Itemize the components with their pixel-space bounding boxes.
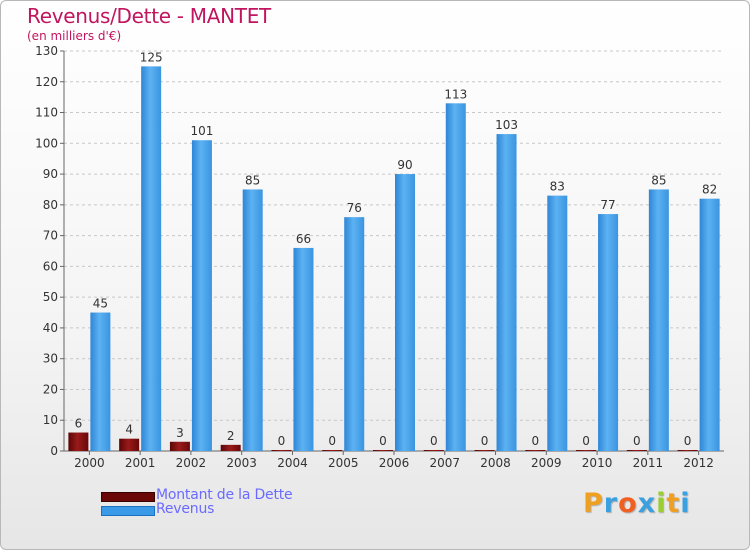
data-label-revenus-2001: 125 <box>140 50 163 64</box>
data-label-dette-2004: 0 <box>278 434 286 448</box>
bar-dette-2011 <box>626 450 647 451</box>
y-tick-label: 40 <box>43 321 58 335</box>
data-label-dette-2006: 0 <box>379 434 387 448</box>
chart-subtitle: (en milliers d'€) <box>27 29 122 43</box>
legend-swatch-revenus <box>101 506 155 516</box>
data-label-revenus-2004: 66 <box>296 232 311 246</box>
y-tick-label: 90 <box>43 167 58 181</box>
y-tick-label: 110 <box>35 106 58 120</box>
x-tick-label: 2009 <box>531 456 562 470</box>
bar-revenus-2004 <box>293 247 314 451</box>
bar-dette-2009 <box>525 450 546 451</box>
bar-dette-2007 <box>423 450 444 451</box>
chart-title: Revenus/Dette - MANTET <box>27 4 271 28</box>
bar-revenus-2011 <box>648 189 669 451</box>
bar-revenus-2006 <box>395 174 415 452</box>
data-label-revenus-2007: 113 <box>444 87 467 101</box>
bar-revenus-2002 <box>191 140 212 451</box>
bar-dette-2001 <box>119 438 140 451</box>
data-label-revenus-2003: 85 <box>245 173 260 187</box>
y-tick-label: 130 <box>35 44 58 58</box>
y-tick-label: 80 <box>43 198 58 212</box>
data-label-dette-2001: 4 <box>125 423 133 437</box>
data-label-revenus-2000: 45 <box>93 297 108 311</box>
bar-revenus-2007 <box>445 103 466 452</box>
x-tick-label: 2004 <box>277 456 308 470</box>
bar-dette-2006 <box>373 450 393 451</box>
x-tick-label: 2000 <box>74 456 105 470</box>
y-tick-label: 50 <box>43 290 58 304</box>
legend-swatch-dette <box>101 492 155 502</box>
data-label-dette-2007: 0 <box>430 434 438 448</box>
data-label-revenus-2009: 83 <box>550 180 565 194</box>
bar-revenus-2000 <box>90 312 111 451</box>
y-tick-label: 120 <box>35 75 58 89</box>
y-tick-label: 100 <box>35 136 58 150</box>
data-label-dette-2011: 0 <box>633 434 641 448</box>
logo-letter: r <box>603 488 619 519</box>
bar-revenus-2012 <box>699 198 720 451</box>
data-label-revenus-2006: 90 <box>397 158 412 172</box>
bar-dette-2003 <box>220 444 241 451</box>
logo-letter: x <box>637 488 657 519</box>
data-label-revenus-2005: 76 <box>347 201 362 215</box>
logo-letter: o <box>618 488 638 519</box>
bars-layer <box>68 66 720 452</box>
bar-dette-2005 <box>322 450 343 451</box>
bar-dette-2004 <box>271 450 292 451</box>
bar-revenus-2008 <box>496 134 517 452</box>
y-tick-label: 10 <box>43 413 58 427</box>
x-tick-label: 2005 <box>328 456 359 470</box>
labels-layer: 0102030405060708090100110120130200064520… <box>35 44 717 470</box>
bar-dette-2012 <box>677 450 698 451</box>
data-label-dette-2003: 2 <box>227 429 235 443</box>
data-label-dette-2010: 0 <box>582 434 590 448</box>
data-label-dette-2009: 0 <box>531 434 539 448</box>
logo-letter: i <box>680 488 691 519</box>
bar-revenus-2010 <box>598 214 619 451</box>
data-label-revenus-2011: 85 <box>651 173 666 187</box>
data-label-dette-2005: 0 <box>328 434 336 448</box>
data-label-dette-2000: 6 <box>75 417 83 431</box>
bar-revenus-2005 <box>344 217 365 451</box>
y-tick-label: 0 <box>50 444 58 458</box>
logo-letter: P <box>583 488 604 519</box>
bar-dette-2000 <box>68 432 89 451</box>
x-tick-label: 2011 <box>633 456 664 470</box>
proxiti-logo: Proxiti <box>583 488 691 519</box>
data-label-dette-2002: 3 <box>176 426 184 440</box>
bar-dette-2010 <box>576 450 597 451</box>
x-tick-label: 2001 <box>125 456 156 470</box>
bar-dette-2002 <box>169 441 190 451</box>
bar-dette-2008 <box>474 450 495 451</box>
x-tick-label: 2012 <box>683 456 714 470</box>
x-tick-label: 2003 <box>226 456 257 470</box>
legend-label-dette: Montant de la Dette <box>156 487 293 503</box>
legend-label-revenus: Revenus <box>156 501 215 517</box>
data-label-revenus-2008: 103 <box>495 118 518 132</box>
logo-letter: t <box>666 488 681 519</box>
data-label-dette-2012: 0 <box>684 434 692 448</box>
x-tick-label: 2008 <box>480 456 511 470</box>
x-tick-label: 2010 <box>582 456 613 470</box>
y-tick-label: 30 <box>43 352 58 366</box>
data-label-revenus-2010: 77 <box>600 198 615 212</box>
bar-revenus-2003 <box>242 189 263 451</box>
data-label-revenus-2012: 82 <box>702 183 717 197</box>
x-tick-label: 2006 <box>379 456 410 470</box>
grid-layer <box>64 50 724 452</box>
logo-letter: i <box>656 488 667 519</box>
data-label-revenus-2002: 101 <box>190 124 213 138</box>
x-tick-label: 2007 <box>429 456 460 470</box>
bar-revenus-2001 <box>141 66 162 451</box>
bar-revenus-2009 <box>547 195 568 451</box>
y-tick-label: 20 <box>43 382 58 396</box>
x-tick-label: 2002 <box>176 456 207 470</box>
y-tick-label: 60 <box>43 259 58 273</box>
y-tick-label: 70 <box>43 229 58 243</box>
data-label-dette-2008: 0 <box>481 434 489 448</box>
